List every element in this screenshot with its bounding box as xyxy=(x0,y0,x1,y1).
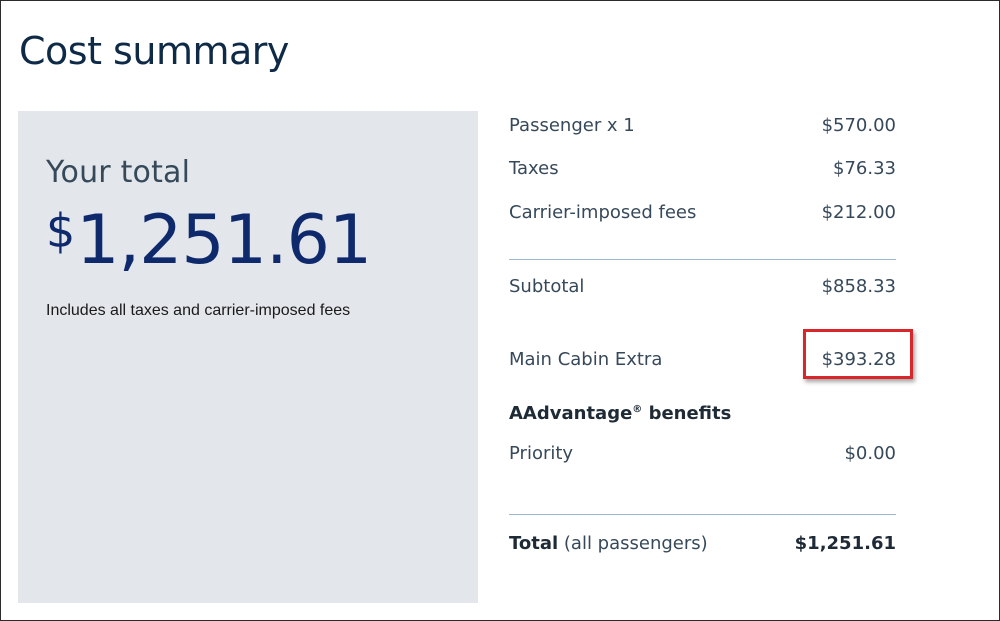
grand-total-amount: $1,251.61 xyxy=(794,532,896,554)
taxes-amount: $76.33 xyxy=(833,157,896,179)
subtotal-amount: $858.33 xyxy=(821,275,896,297)
passenger-amount: $570.00 xyxy=(821,114,896,136)
priority-row: Priority $0.00 xyxy=(509,439,896,467)
taxes-label: Taxes xyxy=(509,157,559,179)
currency-symbol: $ xyxy=(46,204,75,258)
grand-total-label-rest: (all passengers) xyxy=(558,532,708,554)
registered-mark: ® xyxy=(632,404,643,415)
carrier-fees-label: Carrier-imposed fees xyxy=(509,201,697,223)
total-includes-note: Includes all taxes and carrier-imposed f… xyxy=(46,302,351,319)
carrier-fees-amount: $212.00 xyxy=(821,201,896,223)
passenger-label: Passenger x 1 xyxy=(509,114,635,136)
subtotal-divider xyxy=(509,259,896,260)
aadvantage-benefits-heading: AAdvantage® benefits xyxy=(509,403,731,424)
benefits-heading-suffix: benefits xyxy=(642,403,732,424)
your-total-label: Your total xyxy=(46,155,191,190)
grand-total-label: Total (all passengers) xyxy=(509,533,708,554)
grand-total-row: Total (all passengers) $1,251.61 xyxy=(509,529,896,557)
main-cabin-extra-amount: $393.28 xyxy=(821,348,896,370)
main-cabin-extra-label: Main Cabin Extra xyxy=(509,348,663,370)
taxes-row: Taxes $76.33 xyxy=(509,154,896,182)
subtotal-label: Subtotal xyxy=(509,275,585,297)
benefits-heading-brand: AAdvantage xyxy=(509,403,633,424)
priority-label: Priority xyxy=(509,442,574,464)
your-total-amount: $1,251.61 xyxy=(46,204,372,275)
highlight-annotation-box xyxy=(803,329,913,379)
passenger-row: Passenger x 1 $570.00 xyxy=(509,111,896,139)
total-divider xyxy=(509,514,896,515)
carrier-fees-row: Carrier-imposed fees $212.00 xyxy=(509,198,896,226)
your-total-panel: Your total $1,251.61 Includes all taxes … xyxy=(18,111,478,603)
page-title: Cost summary xyxy=(19,29,289,73)
total-amount-value: 1,251.61 xyxy=(76,201,372,280)
priority-amount: $0.00 xyxy=(844,442,896,464)
grand-total-label-bold: Total xyxy=(509,532,559,554)
main-cabin-extra-row: Main Cabin Extra $393.28 xyxy=(509,345,896,373)
subtotal-row: Subtotal $858.33 xyxy=(509,272,896,300)
